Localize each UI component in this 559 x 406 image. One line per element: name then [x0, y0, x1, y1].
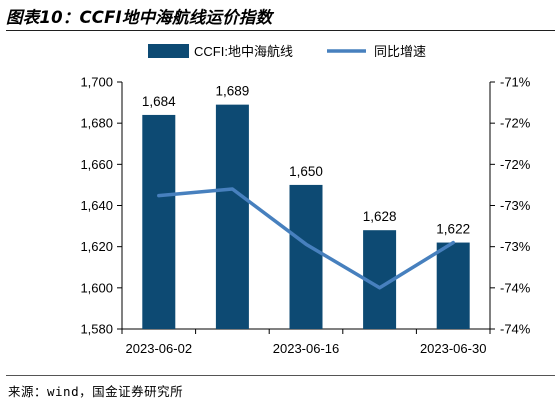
- y-left-tick-label: 1,660: [80, 157, 113, 172]
- bar-data-label: 1,622: [436, 222, 470, 237]
- title-divider: [6, 30, 555, 31]
- y-right-tick-label: -73%: [500, 239, 531, 254]
- y-left-tick-label: 1,640: [80, 198, 113, 213]
- data-labels: 1,684 1,689 1,650 1,628 1,622: [142, 84, 470, 237]
- y-left-tick-label: 1,700: [80, 75, 113, 90]
- bar-data-label: 1,650: [289, 164, 323, 179]
- bar-data-label: 1,689: [216, 84, 250, 99]
- bar: [289, 184, 323, 329]
- y-left-tick-label: 1,600: [80, 280, 113, 295]
- bar: [142, 114, 176, 329]
- legend: CCFI:地中海航线 同比增速: [148, 44, 426, 59]
- axes: 1,580 1,600 1,620 1,640 1,660 1,680 1,700 -74% -…: [80, 75, 530, 357]
- legend-line-label: 同比增速: [374, 44, 426, 59]
- x-tick-label: 2023-06-02: [126, 341, 193, 356]
- x-tick-label: 2023-06-16: [273, 341, 340, 356]
- bars: [142, 104, 470, 330]
- y-right-tick-label: -73%: [500, 198, 531, 213]
- y-left-tick-label: 1,580: [80, 322, 113, 337]
- y-right-tick-label: -72%: [500, 157, 531, 172]
- y-right-tick-label: -74%: [500, 322, 531, 337]
- y-left-tick-label: 1,680: [80, 116, 113, 131]
- bar-data-label: 1,628: [363, 209, 397, 224]
- chart: CCFI:地中海航线 同比增速 1,580 1,600 1,620 1,640 1,66…: [80, 44, 531, 357]
- legend-bar-label: CCFI:地中海航线: [194, 44, 293, 59]
- bar: [436, 242, 470, 329]
- yoy-line: [157, 187, 455, 290]
- y-left-tick-label: 1,620: [80, 239, 113, 254]
- source-divider: [6, 375, 555, 376]
- bar-data-label: 1,684: [142, 94, 176, 109]
- y-right-tick-label: -74%: [500, 280, 531, 295]
- y-right-tick-label: -72%: [500, 116, 531, 131]
- yoy-series-line: [157, 187, 455, 290]
- y-right-tick-label: -71%: [500, 75, 531, 90]
- chart-title: 图表10：CCFI地中海航线运价指数: [6, 8, 273, 27]
- bar: [215, 104, 249, 330]
- legend-bar-swatch: [148, 44, 189, 58]
- source-note: 来源：wind，国金证券研究所: [8, 384, 184, 399]
- x-tick-label: 2023-06-30: [420, 341, 487, 356]
